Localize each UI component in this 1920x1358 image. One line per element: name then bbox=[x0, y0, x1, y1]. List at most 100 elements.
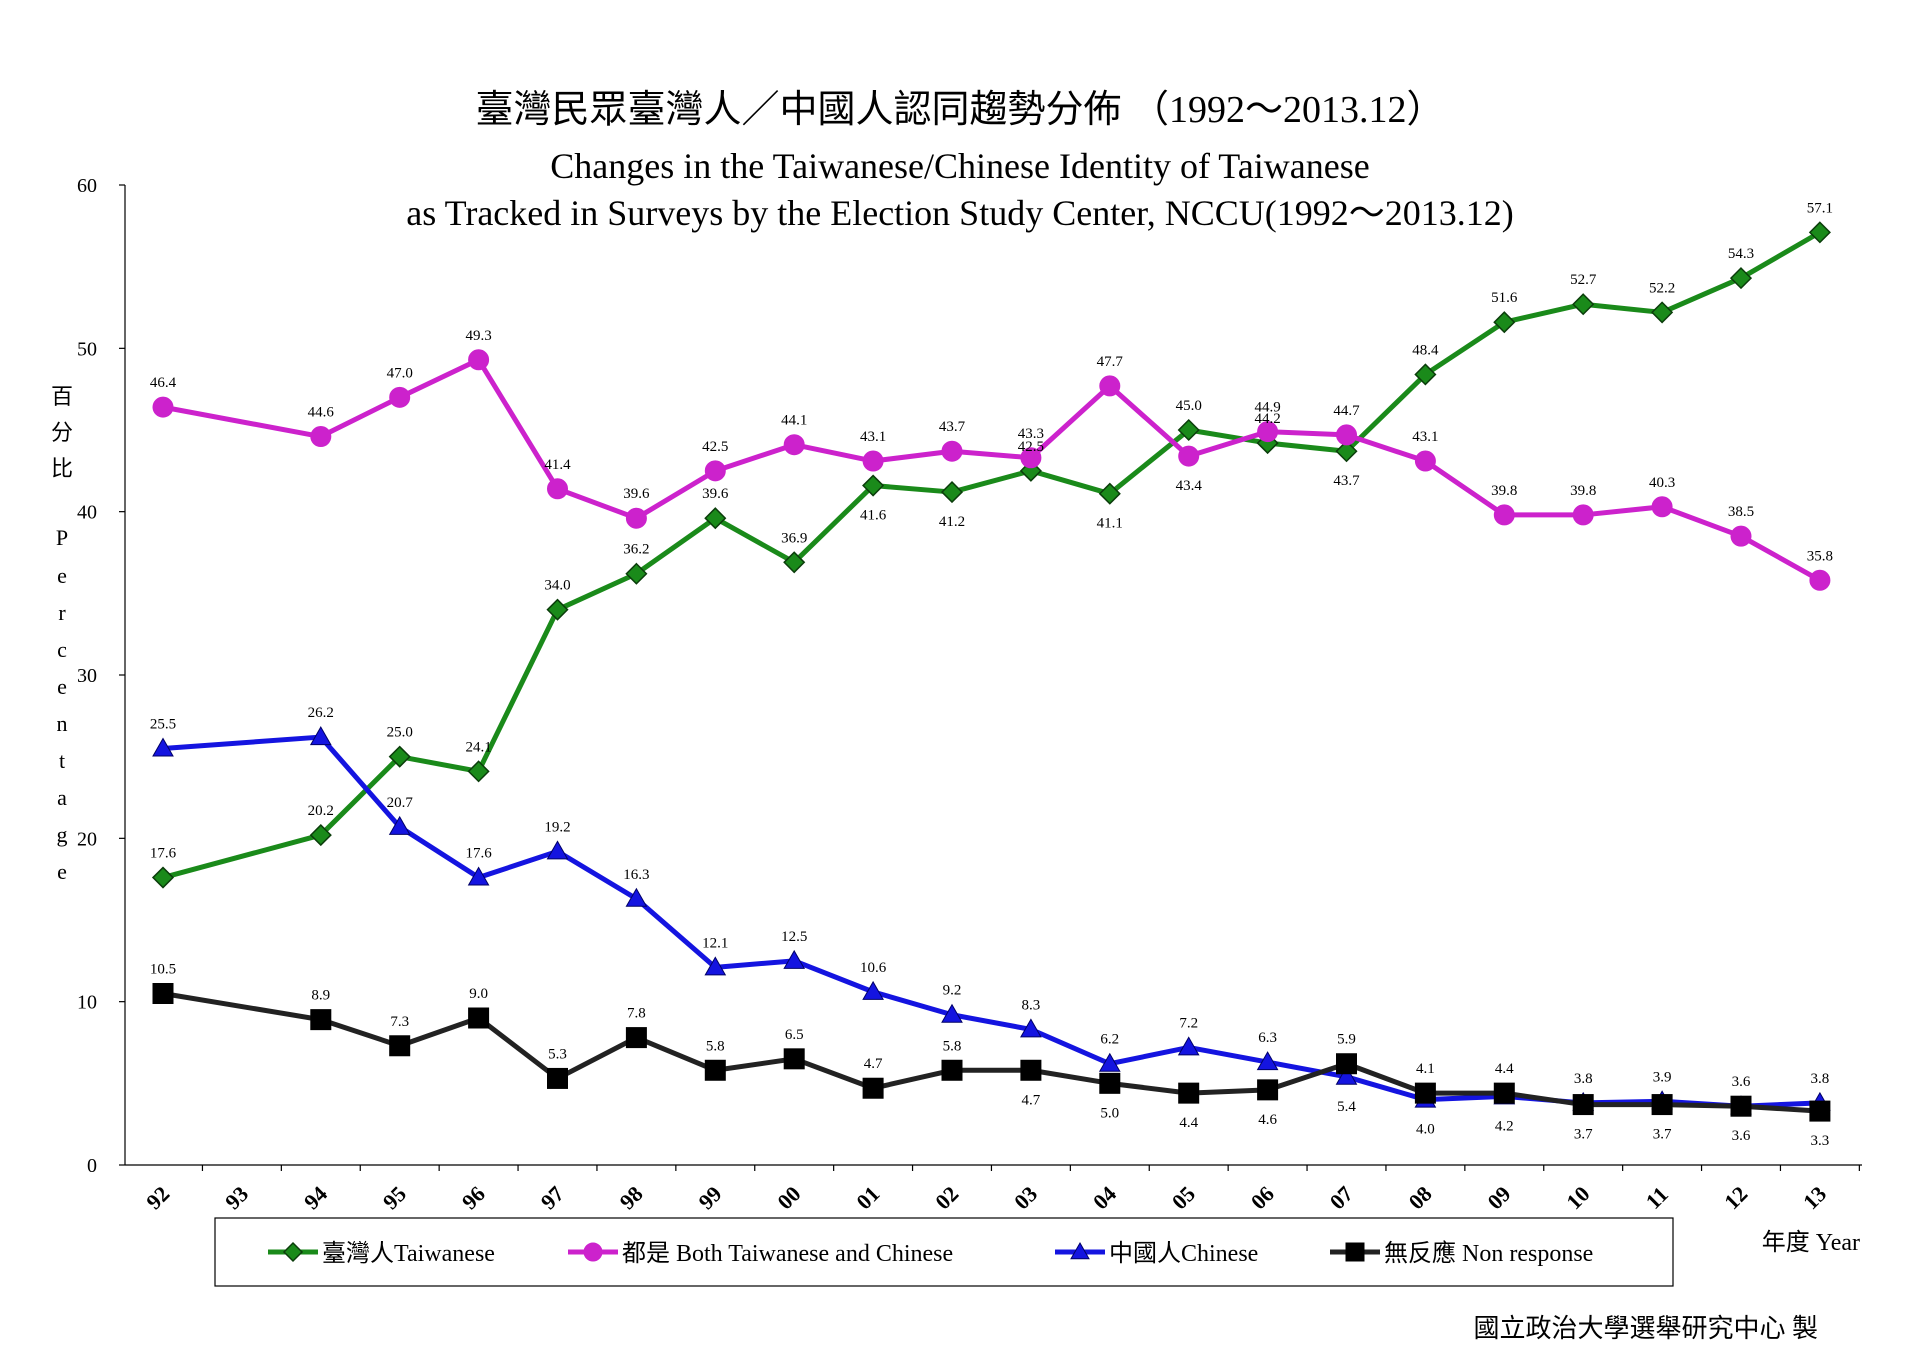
x-tick-label: 08 bbox=[1403, 1181, 1436, 1214]
data-label: 6.3 bbox=[1258, 1030, 1277, 1046]
x-tick-label: 93 bbox=[220, 1181, 253, 1214]
legend-label: 臺灣人Taiwanese bbox=[322, 1240, 495, 1267]
y-tick-label: 60 bbox=[77, 175, 97, 197]
data-label: 41.1 bbox=[1097, 516, 1123, 532]
data-label: 47.0 bbox=[387, 365, 413, 381]
circle-marker bbox=[152, 396, 174, 418]
circle-marker bbox=[941, 440, 963, 462]
data-label: 5.9 bbox=[1337, 1032, 1356, 1048]
diamond-marker bbox=[1572, 293, 1595, 316]
legend-label: 都是 Both Taiwanese and Chinese bbox=[622, 1240, 953, 1267]
y-label-char: g bbox=[57, 822, 68, 847]
square-marker bbox=[783, 1048, 805, 1070]
x-tick-label: 98 bbox=[614, 1181, 647, 1214]
triangle-marker bbox=[704, 956, 727, 976]
axes: 0 10 20 30 40 50 60 92 93 94 95 96 97 98 99 00 01 02 03 04 0… bbox=[77, 175, 1862, 1214]
data-label: 3.6 bbox=[1732, 1074, 1751, 1090]
data-label: 7.3 bbox=[390, 1014, 409, 1030]
data-label: 39.6 bbox=[702, 486, 729, 502]
series-markers bbox=[151, 221, 1831, 1122]
data-label: 4.4 bbox=[1495, 1061, 1514, 1077]
data-labels: 17.6 20.2 25.0 24.1 34.0 36.2 39.6 36.9 41.6 41.2… bbox=[150, 200, 1833, 1149]
y-label-char: a bbox=[57, 785, 67, 810]
circle-marker bbox=[1336, 424, 1357, 446]
square-marker bbox=[1020, 1059, 1042, 1081]
data-label: 25.0 bbox=[387, 725, 413, 741]
y-label-char: t bbox=[59, 748, 65, 773]
square-marker bbox=[704, 1059, 726, 1081]
data-label: 19.2 bbox=[544, 819, 570, 835]
circle-marker bbox=[547, 478, 568, 500]
data-label: 44.7 bbox=[1333, 403, 1360, 419]
data-label: 43.3 bbox=[1018, 426, 1044, 442]
y-label-char: P bbox=[56, 525, 68, 550]
square-marker bbox=[468, 1007, 490, 1029]
x-tick-label: 07 bbox=[1325, 1181, 1358, 1214]
data-label: 43.7 bbox=[939, 419, 966, 435]
data-label: 4.7 bbox=[864, 1056, 883, 1072]
square-marker bbox=[1336, 1053, 1357, 1075]
square-marker bbox=[625, 1027, 647, 1049]
y-label-char: e bbox=[57, 563, 67, 588]
data-label: 57.1 bbox=[1807, 200, 1833, 216]
triangle-marker bbox=[388, 815, 411, 835]
data-label: 46.4 bbox=[150, 375, 177, 391]
diamond-marker bbox=[625, 562, 648, 585]
data-label: 41.4 bbox=[544, 457, 571, 473]
data-label: 42.5 bbox=[702, 439, 728, 455]
data-label: 5.8 bbox=[706, 1038, 725, 1054]
data-label: 38.5 bbox=[1728, 504, 1754, 520]
circle-marker bbox=[1651, 496, 1673, 518]
triangle-marker bbox=[1098, 1052, 1121, 1072]
data-label: 47.7 bbox=[1097, 354, 1124, 370]
diamond-marker bbox=[704, 507, 727, 530]
x-tick-label: 02 bbox=[930, 1181, 963, 1214]
data-label: 39.8 bbox=[1570, 483, 1596, 499]
data-label: 3.8 bbox=[1811, 1071, 1830, 1087]
x-tick-label: 04 bbox=[1088, 1181, 1121, 1214]
data-label: 6.2 bbox=[1100, 1032, 1119, 1048]
diamond-marker bbox=[1651, 301, 1674, 324]
legend-label: 中國人Chinese bbox=[1109, 1240, 1258, 1267]
data-label: 10.6 bbox=[860, 960, 887, 976]
data-label: 54.3 bbox=[1728, 246, 1754, 262]
x-tick-label: 01 bbox=[851, 1181, 884, 1214]
legend-label: 無反應 Non response bbox=[1384, 1240, 1593, 1267]
circle-marker bbox=[1099, 375, 1121, 397]
y-label-char: e bbox=[57, 859, 67, 884]
square-marker bbox=[310, 1009, 332, 1031]
data-label: 4.7 bbox=[1022, 1092, 1041, 1108]
triangle-marker bbox=[546, 840, 569, 860]
square-marker bbox=[389, 1035, 411, 1057]
chart-title-zh: 臺灣民眾臺灣人／中國人認同趨勢分佈 （1992～2013.12） bbox=[475, 89, 1444, 131]
y-tick-label: 40 bbox=[77, 502, 97, 524]
diamond-marker bbox=[783, 551, 806, 574]
data-label: 39.6 bbox=[623, 486, 650, 502]
y-label-char: r bbox=[58, 600, 66, 625]
data-label: 24.1 bbox=[465, 739, 491, 755]
data-label: 43.1 bbox=[860, 429, 886, 445]
x-tick-label: 95 bbox=[378, 1181, 411, 1214]
x-tick-label: 13 bbox=[1798, 1181, 1831, 1214]
data-label: 44.2 bbox=[1254, 411, 1280, 427]
data-label: 41.2 bbox=[939, 514, 965, 530]
data-label: 3.6 bbox=[1732, 1128, 1751, 1144]
x-tick-label: 00 bbox=[772, 1181, 805, 1214]
x-axis-label: 年度 Year bbox=[1762, 1229, 1860, 1256]
data-label: 9.0 bbox=[469, 986, 488, 1002]
circle-marker bbox=[783, 434, 805, 456]
data-label: 44.9 bbox=[1254, 400, 1280, 416]
data-label: 52.2 bbox=[1649, 280, 1675, 296]
data-label: 26.2 bbox=[308, 705, 334, 721]
data-label: 25.5 bbox=[150, 717, 176, 733]
y-tick-label: 0 bbox=[87, 1155, 97, 1177]
circle-marker bbox=[862, 450, 884, 472]
data-label: 3.3 bbox=[1811, 1133, 1830, 1149]
data-label: 43.4 bbox=[1176, 478, 1203, 494]
square-marker bbox=[152, 983, 174, 1004]
circle-marker bbox=[389, 386, 411, 408]
data-label: 9.2 bbox=[943, 983, 962, 999]
x-tick-label: 94 bbox=[299, 1181, 332, 1214]
x-tick-label: 06 bbox=[1246, 1181, 1279, 1214]
x-tick-label: 11 bbox=[1641, 1182, 1673, 1214]
